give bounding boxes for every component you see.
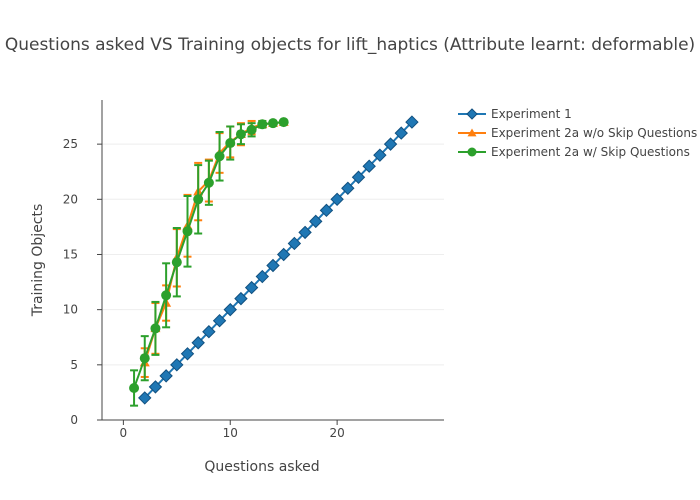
legend-item-2[interactable]: Experiment 2a w/ Skip Questions	[458, 145, 690, 159]
legend-label: Experiment 1	[491, 107, 572, 121]
y-tick-label-15: 15	[63, 247, 78, 261]
data-point	[235, 129, 246, 140]
data-point	[225, 138, 236, 149]
axes	[101, 100, 444, 421]
series-2	[129, 117, 289, 407]
data-point	[287, 236, 302, 251]
legend-label: Experiment 2a w/o Skip Questions	[491, 126, 697, 140]
data-point	[234, 291, 248, 306]
data-point	[150, 323, 161, 334]
y-tick-label-25: 25	[63, 137, 78, 151]
data-point	[129, 383, 140, 393]
data-point	[383, 137, 398, 151]
data-point	[268, 118, 278, 129]
legend-item-1[interactable]: Experiment 2a w/o Skip Questions	[458, 126, 697, 140]
data-point	[246, 124, 257, 135]
data-point	[182, 226, 193, 237]
data-point	[193, 194, 204, 205]
x-axis-title: Questions asked	[204, 459, 319, 475]
data-point	[394, 126, 408, 140]
data-point	[341, 181, 355, 195]
data-point	[214, 151, 225, 162]
x-tick-label-0: 0	[120, 426, 128, 440]
y-axis-title: Training Objects	[30, 204, 46, 318]
ticks: 0 5 10 15 20 25 0 10 20	[63, 137, 345, 440]
data-point	[405, 115, 419, 129]
data-point	[298, 225, 312, 240]
data-point	[148, 380, 163, 394]
data-point	[373, 148, 387, 162]
data-point	[202, 325, 216, 339]
data-point	[191, 336, 205, 350]
series-1	[139, 117, 289, 378]
data-point	[212, 313, 227, 328]
y-tick-label-20: 20	[63, 192, 78, 206]
y-tick-label-10: 10	[63, 303, 78, 317]
data-point	[223, 302, 237, 317]
data-point	[330, 192, 344, 207]
data-point	[180, 347, 195, 361]
x-tick-label-20: 20	[329, 426, 344, 440]
y-tick-label-0: 0	[70, 413, 78, 427]
legend-item-0[interactable]: Experiment 1	[458, 107, 572, 121]
data-point	[276, 247, 291, 262]
data-point	[161, 290, 172, 301]
data-point	[255, 269, 270, 284]
legend[interactable]: Experiment 1 Experiment 2a w/o Skip Quest…	[458, 107, 697, 159]
plot-area	[129, 115, 419, 407]
data-point	[138, 391, 152, 405]
data-point	[319, 203, 334, 218]
y-tick-label-5: 5	[70, 358, 78, 372]
data-point	[351, 170, 366, 184]
chart-title: Questions asked VS Training objects for …	[5, 35, 695, 55]
series-0	[138, 115, 419, 405]
data-point	[139, 353, 150, 364]
data-point	[309, 214, 323, 229]
data-point	[278, 117, 289, 128]
data-point	[171, 257, 182, 268]
data-point	[257, 119, 268, 130]
data-point	[266, 258, 280, 273]
legend-marker	[467, 128, 477, 137]
legend-marker	[466, 108, 478, 120]
x-tick-label-10: 10	[223, 426, 238, 440]
data-point	[203, 177, 214, 188]
legend-label: Experiment 2a w/ Skip Questions	[491, 145, 690, 159]
data-point	[362, 159, 376, 173]
data-point	[159, 369, 173, 383]
legend-marker	[467, 147, 477, 157]
grid	[102, 143, 444, 366]
data-point	[170, 358, 184, 372]
data-point	[244, 280, 259, 295]
